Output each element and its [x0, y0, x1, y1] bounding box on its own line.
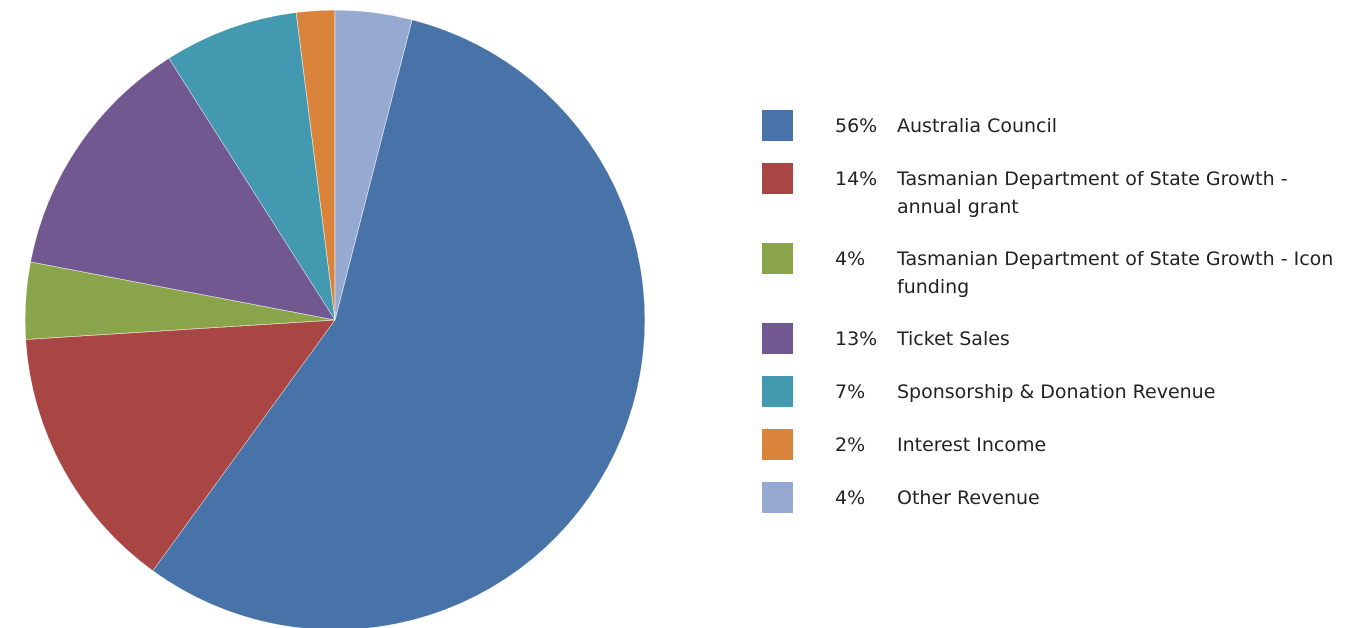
legend-swatch	[762, 243, 793, 274]
legend-label: Tasmanian Department of State Growth - a…	[897, 168, 1288, 218]
legend-label: Other Revenue	[897, 487, 1040, 509]
legend-swatch	[762, 376, 793, 407]
legend: 56% Australia Council 14% Tasmanian Departm…	[762, 110, 1337, 537]
legend-percent: 7%	[835, 381, 866, 403]
legend-swatch	[762, 429, 793, 460]
legend-item: 4% Tasmanian Department of State Growth -…	[762, 243, 1337, 301]
chart	[24, 9, 646, 628]
pie-slice	[25, 319, 336, 572]
legend-swatch	[762, 482, 793, 513]
legend-item: 7% Sponsorship & Donation Revenue	[762, 376, 1337, 407]
legend-item: 14% Tasmanian Department of State Growth …	[762, 163, 1337, 221]
legend-swatch	[762, 110, 793, 141]
legend-percent: 56%	[835, 115, 878, 137]
legend-label: Ticket Sales	[897, 328, 1010, 350]
legend-label: Sponsorship & Donation Revenue	[897, 381, 1216, 403]
legend-item: 4% Other Revenue	[762, 482, 1337, 513]
pie-slice	[30, 57, 336, 321]
legend-swatch	[762, 323, 793, 354]
legend-percent: 4%	[835, 248, 866, 270]
legend-percent: 4%	[835, 487, 866, 509]
pie-slice	[334, 9, 413, 321]
legend-item: 13% Ticket Sales	[762, 323, 1337, 354]
legend-percent: 14%	[835, 168, 878, 190]
legend-label: Tasmanian Department of State Growth - I…	[897, 248, 1334, 298]
legend-percent: 2%	[835, 434, 866, 456]
legend-item: 2% Interest Income	[762, 429, 1337, 460]
pie-slice	[168, 12, 336, 321]
legend-label: Australia Council	[897, 115, 1058, 137]
legend-swatch	[762, 163, 793, 194]
legend-item: 56% Australia Council	[762, 110, 1337, 141]
legend-percent: 13%	[835, 328, 878, 350]
legend-label: Interest Income	[897, 434, 1047, 456]
pie-slice	[152, 19, 646, 628]
